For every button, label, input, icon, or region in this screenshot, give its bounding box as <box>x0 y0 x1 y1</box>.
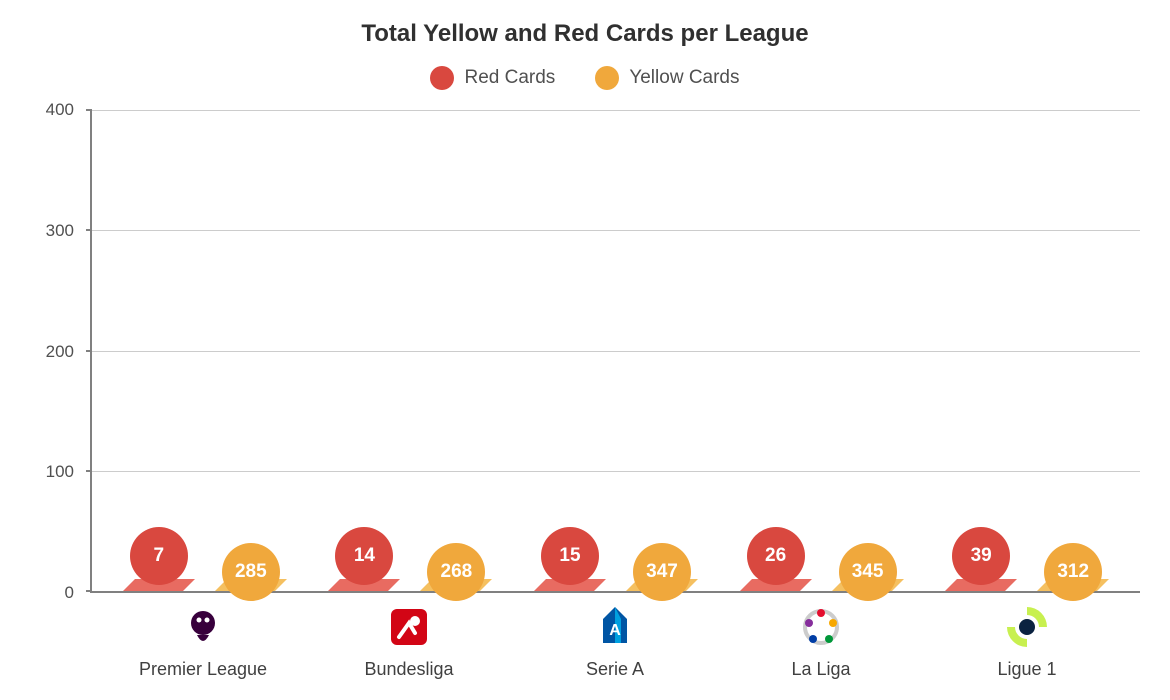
bundesliga-logo-icon <box>385 603 433 651</box>
value-bubble: 345 <box>839 543 897 601</box>
x-axis-item: La Liga <box>728 603 913 680</box>
grid-line <box>92 471 1140 472</box>
x-axis-item: Bundesliga <box>316 603 501 680</box>
chart-legend: Red Cards Yellow Cards <box>30 66 1140 90</box>
y-major-tick <box>86 590 92 592</box>
plot-area: 728514268153472634539312 <box>90 110 1140 593</box>
y-major-tick <box>86 109 92 111</box>
grid-line <box>92 351 1140 352</box>
x-axis-item: Premier League <box>110 603 295 680</box>
value-bubble: 312 <box>1044 543 1102 601</box>
legend-dot-yellow <box>595 66 619 90</box>
x-axis: Premier League Bundesliga A Serie A La Liga L… <box>90 603 1140 680</box>
x-axis-item: A Serie A <box>522 603 707 680</box>
legend-item-red: Red Cards <box>430 66 555 90</box>
value-bubble: 26 <box>747 527 805 585</box>
card-chart: Total Yellow and Red Cards per League Re… <box>30 20 1140 680</box>
legend-label-red: Red Cards <box>464 67 555 89</box>
plot: 0100200300400 728514268153472634539312 <box>30 110 1140 593</box>
x-axis-label: Premier League <box>139 659 267 680</box>
value-bubble: 39 <box>952 527 1010 585</box>
value-bubble: 268 <box>427 543 485 601</box>
legend-item-yellow: Yellow Cards <box>595 66 739 90</box>
y-tick-label: 0 <box>65 583 74 603</box>
y-major-tick <box>86 350 92 352</box>
x-axis-label: Bundesliga <box>364 659 453 680</box>
y-axis: 0100200300400 <box>30 110 90 593</box>
y-major-tick <box>86 229 92 231</box>
x-axis-label: La Liga <box>791 659 850 680</box>
x-axis-label: Serie A <box>586 659 644 680</box>
value-bubble: 15 <box>541 527 599 585</box>
grid-line <box>92 230 1140 231</box>
serie-a-logo-icon: A <box>591 603 639 651</box>
value-bubble: 347 <box>633 543 691 601</box>
svg-text:A: A <box>609 622 621 639</box>
y-tick-label: 400 <box>46 100 74 120</box>
grid-line <box>92 110 1140 111</box>
x-axis-label: Ligue 1 <box>997 659 1056 680</box>
y-tick-label: 300 <box>46 221 74 241</box>
y-tick-label: 200 <box>46 342 74 362</box>
legend-label-yellow: Yellow Cards <box>629 67 739 89</box>
value-bubble: 14 <box>335 527 393 585</box>
premier-league-logo-icon <box>179 603 227 651</box>
y-tick-label: 100 <box>46 462 74 482</box>
y-major-tick <box>86 470 92 472</box>
legend-dot-red <box>430 66 454 90</box>
la-liga-logo-icon <box>797 603 845 651</box>
value-bubble: 285 <box>222 543 280 601</box>
x-axis-item: Ligue 1 <box>934 603 1119 680</box>
value-bubble: 7 <box>130 527 188 585</box>
ligue-1-logo-icon <box>1003 603 1051 651</box>
chart-title: Total Yellow and Red Cards per League <box>30 20 1140 48</box>
